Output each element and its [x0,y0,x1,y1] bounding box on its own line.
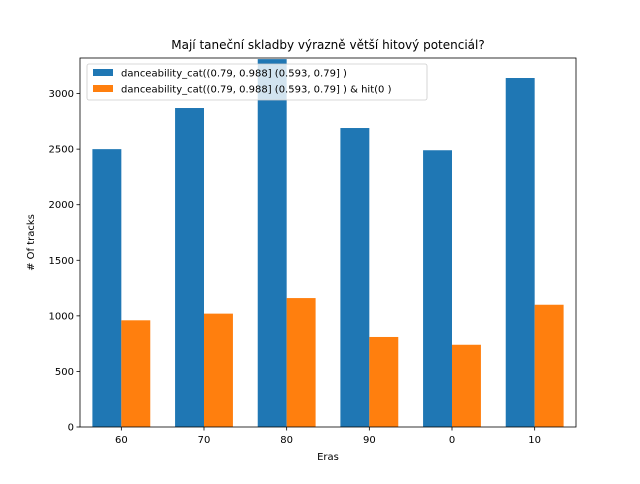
bar-series-2-80 [286,298,316,427]
x-tick-label: 70 [198,435,211,446]
y-tick-label: 1500 [49,256,74,267]
y-tick-label: 2500 [49,145,74,156]
bar-series-1-0 [423,150,452,427]
x-axis-label: Eras [317,452,339,463]
bar-series-1-70 [175,108,204,427]
chart-title: Mají taneční skladby výrazně větší hitov… [171,38,484,52]
x-tick-label: 0 [449,435,455,446]
x-tick-label: 60 [115,435,128,446]
y-tick-label: 500 [55,367,74,378]
legend-box [86,63,428,101]
bar-series-1-60 [92,149,122,427]
y-tick-label: 0 [68,423,74,434]
bar-series-2-60 [121,320,151,427]
bar-series-1-10 [505,78,535,427]
bar-series-2-10 [534,304,564,427]
legend-label-1: danceability_cat((0.79, 0.988] (0.593, 0… [121,69,347,80]
bar-series-2-90 [369,336,399,427]
y-tick-label: 1000 [49,311,74,322]
legend-label-2: danceability_cat((0.79, 0.988] (0.593, 0… [121,85,392,96]
x-tick-label: 80 [280,435,293,446]
y-tick-label: 3000 [49,89,74,100]
bar-series-2-70 [204,313,233,427]
y-axis-label: # Of tracks [26,214,37,271]
bar-series-2-0 [452,344,481,427]
legend-swatch-2 [93,85,113,92]
x-tick-label: 90 [363,435,376,446]
y-tick-label: 2000 [49,200,74,211]
x-tick-label: 10 [528,435,541,446]
plot-frame [79,57,577,428]
bar-series-1-80 [257,59,287,427]
legend-swatch-1 [93,69,113,76]
bar-series-1-90 [340,128,370,427]
